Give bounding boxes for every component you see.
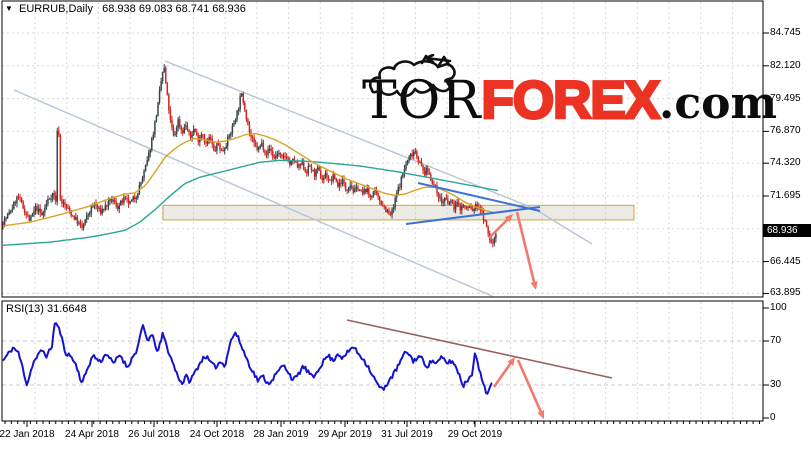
chart-title: ▼ EURRUB,Daily 68.938 69.083 68.741 68.9… bbox=[5, 3, 246, 15]
rsi-axis-label: 70 bbox=[770, 335, 782, 346]
symbol-timeframe-label: EURRUB,Daily bbox=[18, 3, 93, 15]
logo-suffix: .com bbox=[659, 78, 778, 129]
time-axis-label: 24 Oct 2018 bbox=[189, 429, 245, 440]
support-zone bbox=[162, 204, 635, 221]
price-axis-label: 76.870 bbox=[770, 125, 801, 137]
forecast-arrows bbox=[488, 211, 545, 419]
rsi-axis-label: 100 bbox=[770, 302, 787, 313]
time-axis-label: 31 Jul 2019 bbox=[381, 429, 433, 440]
current-price-tag: 68.936 bbox=[763, 223, 811, 237]
rsi-trendline bbox=[346, 319, 613, 379]
price-axis-label: 71.695 bbox=[770, 189, 801, 201]
watermark-logo: TORFOREX.com bbox=[362, 54, 778, 132]
main-panel-frame bbox=[1, 0, 764, 298]
price-axis-label: 84.745 bbox=[770, 27, 801, 38]
ma-fast-line bbox=[2, 132, 496, 227]
price-axis-label: 82.120 bbox=[770, 59, 801, 71]
rsi-axis-label: 0 bbox=[770, 412, 776, 423]
bull-sketch-icon bbox=[369, 54, 456, 98]
rsi-panel-frame bbox=[1, 300, 764, 422]
axis-ticks bbox=[4, 32, 769, 427]
time-axis-label: 29 Apr 2019 bbox=[318, 429, 372, 440]
rsi-line bbox=[2, 322, 493, 395]
gridlines bbox=[2, 2, 763, 420]
wedge-trendlines bbox=[405, 182, 541, 225]
time-axis-label: 22 Jan 2018 bbox=[0, 429, 55, 440]
price-axis-label: 79.495 bbox=[770, 92, 801, 104]
time-axis-label: 24 Apr 2018 bbox=[65, 429, 119, 440]
triangle-down-icon[interactable]: ▼ bbox=[5, 4, 13, 13]
rsi-indicator-label: RSI(13) 31.6648 bbox=[6, 303, 87, 315]
time-axis-label: 29 Oct 2019 bbox=[447, 429, 503, 440]
ma-slow-line bbox=[2, 159, 499, 246]
ohlc-values: 68.938 69.083 68.741 68.936 bbox=[102, 3, 246, 15]
price-axis-label: 74.320 bbox=[770, 157, 801, 169]
rsi-axis-label: 30 bbox=[770, 379, 782, 390]
price-axis-label: 66.445 bbox=[770, 255, 801, 267]
logo-prefix: TOR bbox=[362, 71, 482, 131]
time-axis-label: 28 Jan 2019 bbox=[253, 429, 309, 440]
time-axis-label: 26 Jul 2018 bbox=[128, 429, 180, 440]
logo-brand: FOREX bbox=[480, 70, 662, 132]
price-axis-label: 63.895 bbox=[770, 287, 801, 299]
